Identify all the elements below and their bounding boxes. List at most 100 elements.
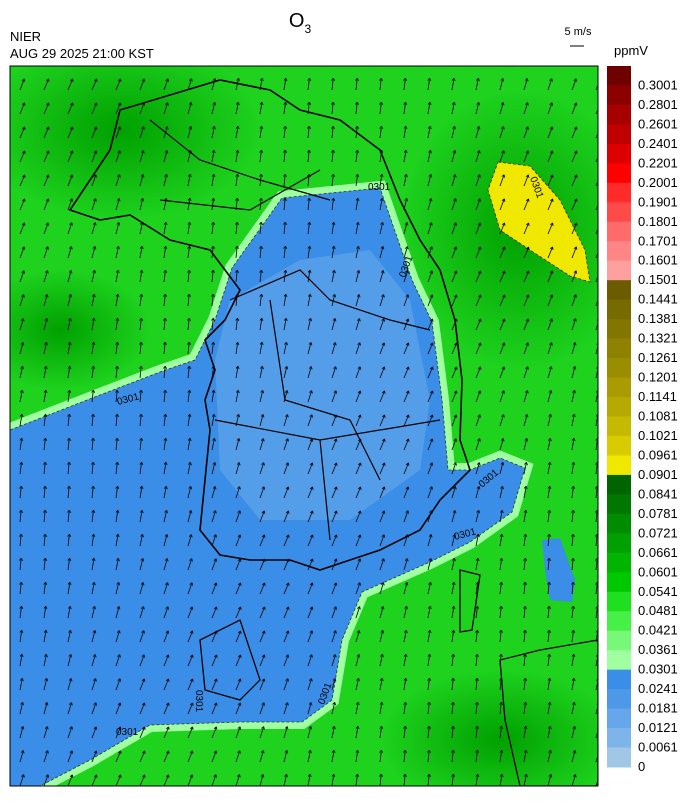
wind-arrow — [91, 150, 98, 163]
wind-arrow — [235, 606, 242, 619]
colorbar-label: 0.1321 — [638, 331, 678, 346]
wind-arrow — [595, 104, 598, 115]
wind-arrow — [283, 582, 290, 595]
wind-arrow — [307, 173, 311, 187]
wind-arrow — [427, 701, 431, 715]
wind-arrow — [307, 414, 313, 427]
wind-arrow — [355, 486, 362, 499]
wind-arrow — [331, 318, 337, 331]
wind-arrow — [67, 317, 72, 331]
wind-arrow — [547, 102, 554, 115]
wind-arrow — [571, 750, 577, 763]
wind-arrow — [403, 653, 408, 667]
wind-arrow — [571, 653, 576, 667]
wind-arrow — [163, 150, 169, 163]
wind-arrow — [115, 654, 121, 667]
wind-arrow — [139, 509, 144, 523]
wind-arrow — [475, 414, 482, 427]
wind-arrow — [331, 582, 338, 595]
wind-arrow — [355, 366, 362, 379]
wind-arrow — [115, 198, 121, 211]
wind-arrow — [43, 222, 50, 235]
wind-arrow — [235, 269, 239, 283]
wind-arrow — [283, 245, 288, 259]
wind-arrow — [331, 245, 336, 259]
wind-arrow — [523, 533, 528, 547]
wind-arrow — [211, 462, 217, 475]
wind-arrow — [355, 294, 361, 307]
wind-arrow — [451, 126, 456, 139]
colorbar-unit: ppmV — [614, 43, 648, 58]
wind-arrow — [19, 461, 24, 475]
colorbar-label: 0.3001 — [638, 77, 678, 92]
wind-arrow — [355, 510, 362, 523]
colorbar-swatch — [607, 124, 631, 145]
wind-arrow — [139, 485, 144, 499]
wind-arrow — [427, 534, 433, 547]
wind-arrow — [235, 510, 241, 523]
wind-arrow — [211, 173, 216, 187]
colorbar-swatch — [607, 143, 631, 164]
wind-arrow — [355, 149, 360, 163]
colorbar-label: 0.2601 — [638, 116, 678, 131]
wind-arrow — [139, 413, 143, 427]
title-subscript: 3 — [304, 22, 311, 36]
wind-arrow — [355, 390, 362, 403]
wind-arrow — [571, 533, 575, 547]
wind-arrow — [115, 509, 120, 523]
wind-arrow — [67, 365, 72, 379]
wind-arrow — [283, 173, 287, 187]
wind-arrow — [427, 462, 434, 475]
wind-arrow — [43, 365, 48, 379]
wind-arrow — [115, 702, 122, 715]
wind-arrow — [259, 582, 266, 595]
wind-arrow — [571, 774, 577, 786]
wind-arrow — [235, 630, 242, 643]
wind-arrow — [499, 653, 503, 667]
wind-arrow — [19, 581, 23, 595]
wind-arrow — [43, 653, 48, 667]
wind-arrow — [235, 582, 242, 595]
wind-arrow — [331, 606, 338, 619]
wind-arrow — [547, 246, 554, 259]
wind-arrow — [571, 726, 577, 739]
wind-arrow — [259, 462, 265, 475]
wind-arrow — [379, 510, 386, 523]
wind-arrow — [115, 150, 121, 163]
wind-arrow — [571, 342, 577, 355]
wind-arrow — [331, 654, 337, 667]
wind-arrow — [403, 294, 410, 307]
wind-arrow — [67, 702, 73, 715]
colorbar-swatch — [607, 591, 631, 612]
wind-arrow — [475, 533, 480, 547]
wind-arrow — [475, 725, 479, 739]
wind-arrow — [427, 677, 432, 691]
wind-arrow — [355, 725, 360, 739]
wind-arrow — [547, 533, 551, 547]
wind-arrow — [43, 678, 49, 691]
wind-arrow — [235, 654, 242, 667]
wind-arrow — [523, 581, 527, 595]
wind-arrow — [475, 77, 480, 91]
wind-arrow — [187, 702, 194, 715]
wind-arrow — [571, 701, 576, 715]
wind-arrow — [259, 341, 264, 355]
wind-arrow — [331, 773, 336, 786]
wind-arrow — [115, 365, 119, 379]
colorbar-label: 0.0901 — [638, 467, 678, 482]
wind-arrow — [355, 701, 360, 715]
wind-arrow — [571, 413, 576, 427]
wind-arrow — [67, 413, 71, 427]
wind-arrow — [139, 582, 145, 595]
wind-arrow — [307, 486, 314, 499]
wind-arrow — [19, 533, 23, 547]
wind-arrow — [91, 413, 95, 427]
wind-arrow — [547, 461, 552, 475]
colorbar-swatch — [607, 494, 631, 515]
colorbar-label: 0.1441 — [638, 292, 678, 307]
wind-arrow — [307, 510, 314, 523]
wind-arrow — [331, 438, 338, 451]
wind-arrow — [43, 509, 47, 523]
wind-arrow — [163, 485, 168, 499]
wind-arrow — [307, 77, 312, 91]
